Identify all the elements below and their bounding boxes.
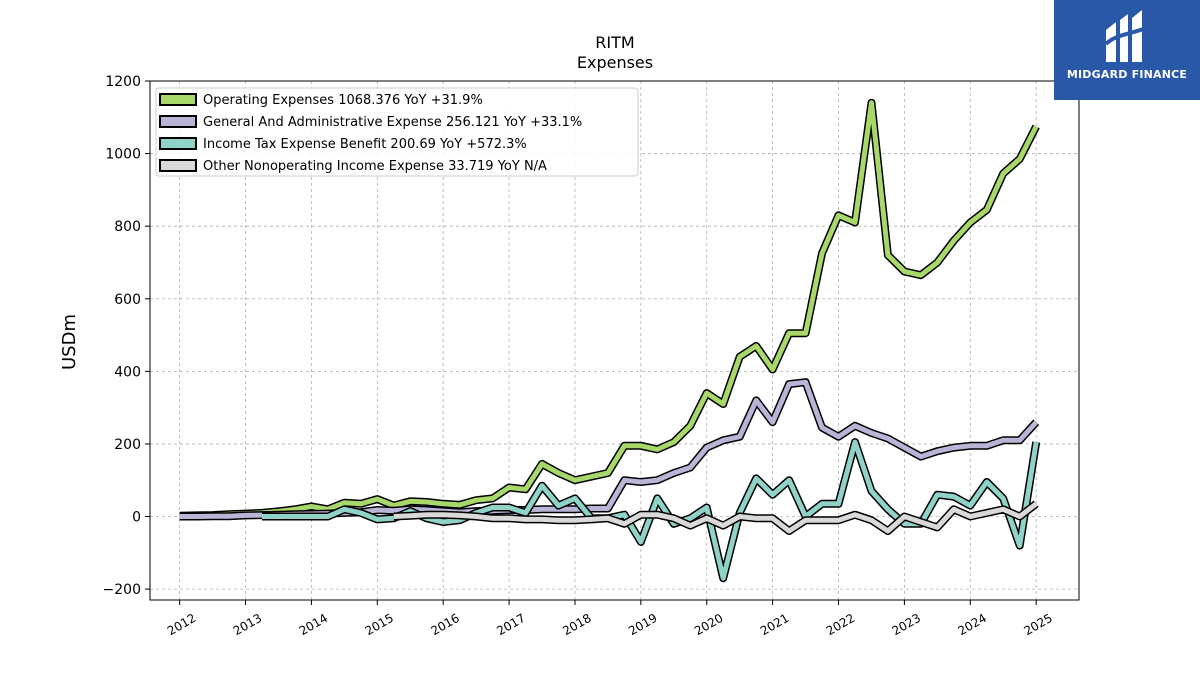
series-layer xyxy=(179,98,1041,583)
logo-text: MIDGARD FINANCE xyxy=(1066,68,1188,81)
legend-label-general-and-administrative-expense: General And Administrative Expense 256.1… xyxy=(203,115,582,130)
x-tick-label: 2025 xyxy=(1021,611,1054,638)
chart-subtitle: Expenses xyxy=(577,53,653,72)
legend-box xyxy=(155,87,639,177)
legend-label-operating-expenses: Operating Expenses 1068.376 YoY +31.9% xyxy=(203,93,483,108)
x-tick-label: 2013 xyxy=(231,611,264,638)
legend-swatch-operating-expenses xyxy=(159,93,197,106)
y-tick-label: 400 xyxy=(114,364,141,380)
legend-swatch-other-nonoperating-income-expense xyxy=(159,159,197,172)
y-tick-label: −200 xyxy=(103,582,141,598)
legend-label-income-tax-expense-benefit: Income Tax Expense Benefit 200.69 YoY +5… xyxy=(203,137,527,152)
y-tick-label: 1000 xyxy=(105,147,141,163)
x-tick-label: 2019 xyxy=(626,611,659,638)
x-tick-label: 2024 xyxy=(956,611,989,638)
y-tick-label: 1200 xyxy=(105,74,141,90)
series-line-operating-expenses xyxy=(179,100,1039,519)
y-tick-label: 600 xyxy=(114,292,141,308)
x-tick-label: 2017 xyxy=(494,611,527,638)
legend-swatch-general-and-administrative-expense xyxy=(159,115,197,128)
midgard-finance-logo: MIDGARD FINANCE xyxy=(1054,0,1200,100)
series-line-general-and-administrative-expense xyxy=(179,379,1039,519)
y-tick-label: 800 xyxy=(114,219,141,235)
x-tick-label: 2018 xyxy=(560,611,593,638)
midgard-logo-icon xyxy=(1104,10,1147,62)
x-tick-label: 2023 xyxy=(890,611,923,638)
y-tick-label: 200 xyxy=(114,437,141,453)
y-tick-label: 0 xyxy=(132,510,141,526)
x-tick-label: 2012 xyxy=(165,611,198,638)
x-tick-label: 2016 xyxy=(428,611,461,638)
series-line-income-tax-expense-benefit xyxy=(262,439,1039,581)
legend: Operating Expenses 1068.376 YoY +31.9% Ge… xyxy=(155,87,639,177)
legend-label-other-nonoperating-income-expense: Other Nonoperating Income Expense 33.719… xyxy=(203,159,547,174)
plot-frame xyxy=(149,80,1080,601)
x-tick-label: 2022 xyxy=(824,611,857,638)
x-tick-label: 2014 xyxy=(297,611,330,638)
series-line-other-nonoperating-income-expense xyxy=(393,501,1038,534)
x-tick-label: 2021 xyxy=(758,611,791,638)
legend-swatch-income-tax-expense-benefit xyxy=(159,137,197,150)
x-tick-label: 2015 xyxy=(363,611,396,638)
chart-title: RITM xyxy=(595,33,634,52)
x-tick-label: 2020 xyxy=(692,611,725,638)
y-axis-label: USDm xyxy=(59,314,80,370)
